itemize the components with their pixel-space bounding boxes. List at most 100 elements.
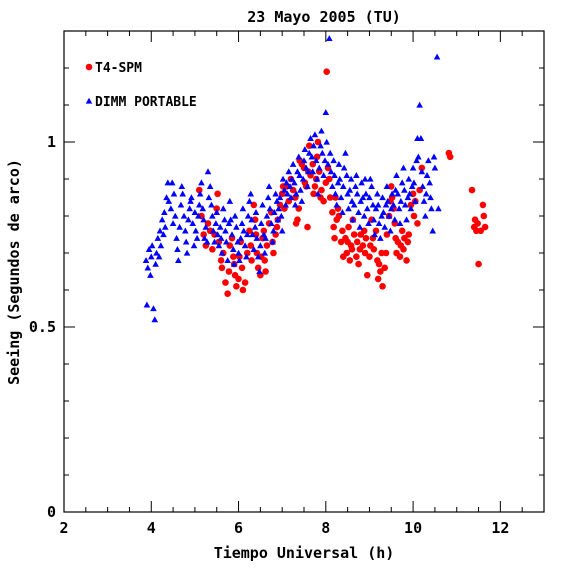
point-dimm-portable <box>345 205 352 212</box>
point-dimm-portable <box>241 242 249 249</box>
point-dimm-portable <box>200 216 207 223</box>
point-dimm-portable <box>403 216 410 223</box>
point-dimm-portable <box>252 209 260 215</box>
point-dimm-portable <box>226 197 234 204</box>
point-dimm-portable <box>416 101 423 108</box>
point-dimm-portable <box>388 190 396 197</box>
point-dimm-portable <box>375 220 383 227</box>
point-dimm-portable <box>193 234 201 241</box>
point-dimm-portable <box>175 257 182 264</box>
x-tick-label: 12 <box>491 519 509 537</box>
point-dimm-portable <box>195 201 203 208</box>
legend-label-t4-spm: T4-SPM <box>95 61 142 76</box>
point-dimm-portable <box>218 249 226 256</box>
point-dimm-portable <box>435 205 442 212</box>
point-dimm-portable <box>209 212 216 219</box>
point-t4-spm <box>239 286 247 294</box>
point-dimm-portable <box>423 172 431 178</box>
point-dimm-portable <box>253 234 261 241</box>
point-dimm-portable <box>396 220 404 227</box>
point-t4-spm <box>404 238 412 246</box>
point-dimm-portable <box>182 227 189 234</box>
point-dimm-portable <box>154 234 162 241</box>
point-dimm-portable <box>257 242 264 249</box>
point-dimm-portable <box>287 194 295 201</box>
point-dimm-portable <box>288 175 296 182</box>
point-dimm-portable <box>315 164 323 171</box>
point-t4-spm <box>200 231 207 238</box>
point-dimm-portable <box>213 209 221 215</box>
point-dimm-portable <box>425 157 432 164</box>
point-dimm-portable <box>408 183 416 190</box>
point-dimm-portable <box>322 109 330 116</box>
point-dimm-portable <box>271 209 278 215</box>
point-t4-spm <box>225 268 233 275</box>
point-dimm-portable <box>350 201 358 208</box>
point-dimm-portable <box>202 223 210 230</box>
point-dimm-portable <box>192 227 200 234</box>
point-t4-spm <box>361 249 369 257</box>
point-dimm-portable <box>309 168 317 175</box>
point-dimm-portable <box>337 194 345 201</box>
point-dimm-portable <box>170 190 178 197</box>
point-dimm-portable <box>248 216 255 223</box>
point-t4-spm <box>382 249 390 257</box>
point-dimm-portable <box>208 201 215 208</box>
x-tick-label: 10 <box>404 519 422 537</box>
point-dimm-portable <box>330 157 337 164</box>
point-t4-spm <box>474 220 481 227</box>
point-t4-spm <box>374 275 382 283</box>
point-dimm-portable <box>173 234 180 241</box>
point-dimm-portable <box>168 179 176 186</box>
point-t4-spm <box>247 242 255 249</box>
point-dimm-portable <box>230 246 237 252</box>
point-dimm-portable <box>344 190 351 197</box>
point-dimm-portable <box>305 168 312 175</box>
point-dimm-portable <box>406 190 413 197</box>
point-dimm-portable <box>409 164 417 171</box>
point-dimm-portable <box>246 197 253 204</box>
point-dimm-portable <box>233 223 240 230</box>
point-dimm-portable <box>313 175 321 182</box>
point-dimm-portable <box>378 212 385 219</box>
point-dimm-portable <box>292 190 300 197</box>
point-dimm-portable <box>374 190 381 197</box>
point-dimm-portable <box>301 146 309 153</box>
point-dimm-portable <box>225 220 233 227</box>
point-t4-spm <box>414 220 421 227</box>
point-dimm-portable <box>158 216 166 223</box>
point-t4-spm <box>353 238 361 246</box>
point-t4-spm <box>241 279 249 286</box>
point-dimm-portable <box>361 175 369 182</box>
point-dimm-portable <box>178 183 186 190</box>
point-t4-spm <box>375 260 383 268</box>
point-dimm-portable <box>272 190 279 197</box>
point-dimm-portable <box>418 168 426 175</box>
point-t4-spm <box>238 264 246 272</box>
point-dimm-portable <box>329 183 336 190</box>
point-t4-spm <box>343 249 351 257</box>
point-dimm-portable <box>365 220 372 227</box>
point-dimm-portable <box>391 216 399 223</box>
point-dimm-portable <box>428 205 435 212</box>
point-t4-spm <box>260 227 268 235</box>
point-dimm-portable <box>422 190 430 197</box>
point-dimm-portable <box>291 179 298 186</box>
point-dimm-portable <box>340 164 348 171</box>
point-dimm-portable <box>368 183 375 190</box>
point-dimm-portable <box>407 205 415 212</box>
point-dimm-portable <box>269 238 276 245</box>
point-dimm-portable <box>433 53 441 60</box>
point-t4-spm <box>346 257 354 264</box>
point-dimm-portable <box>215 242 223 249</box>
point-dimm-portable <box>291 201 299 208</box>
point-dimm-portable <box>279 175 287 182</box>
point-dimm-portable <box>147 271 154 278</box>
point-t4-spm <box>213 205 221 212</box>
point-t4-spm <box>377 268 384 275</box>
point-dimm-portable <box>381 223 389 230</box>
point-dimm-portable <box>156 227 164 234</box>
point-dimm-portable <box>400 164 407 171</box>
point-dimm-portable <box>304 183 311 190</box>
point-dimm-portable <box>161 223 169 230</box>
